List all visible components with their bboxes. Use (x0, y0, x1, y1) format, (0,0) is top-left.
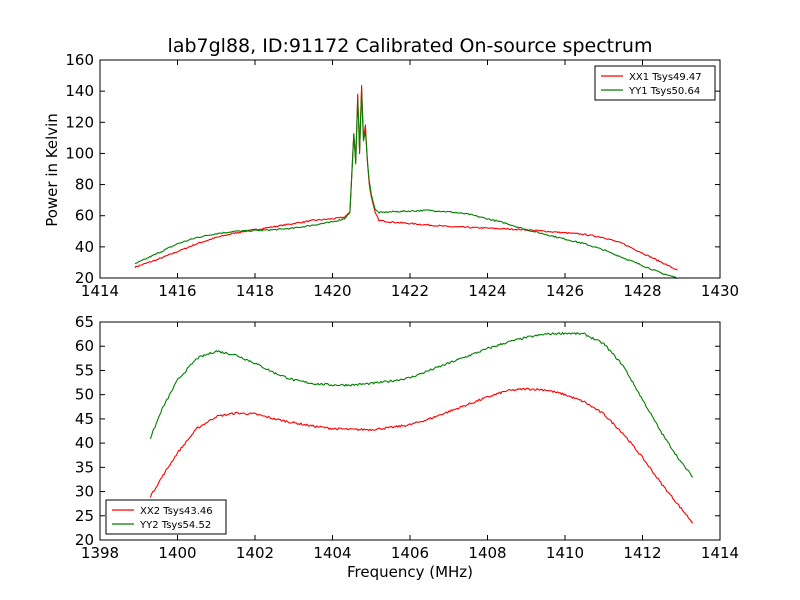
bottom-panel: Frequency (MHz) 1398 1400 1402 1404 1406 1408… (75, 313, 739, 581)
y-tick-label: 20 (75, 531, 94, 549)
y-tick-label: 65 (75, 313, 94, 331)
y-tick-label: 50 (75, 386, 94, 404)
x-tick-label: 1426 (546, 282, 584, 300)
x-tick-label: 1424 (468, 282, 506, 300)
x-tick-label: 1428 (623, 282, 661, 300)
x-tick-label: 1414 (701, 544, 739, 562)
x-tick-label: 1412 (623, 544, 661, 562)
bottom-panel-xlabel: Frequency (MHz) (347, 563, 473, 581)
y-tick-label: 100 (65, 144, 94, 162)
top-panel-ylabel: Power in Kelvin (43, 113, 61, 227)
x-tick-label: 1418 (236, 282, 274, 300)
y-tick-label: 25 (75, 507, 94, 525)
legend-box (594, 65, 716, 101)
y-tick-label: 80 (75, 176, 94, 194)
x-tick-label: 1430 (701, 282, 739, 300)
x-tick-label: 1404 (313, 544, 351, 562)
series-line-xx2 (149, 387, 694, 524)
legend-label: XX1 Tsys49.47 (629, 72, 702, 83)
top-panel: Power in Kelvin 1414 1416 1418 1420 1422 1424… (43, 51, 739, 300)
y-tick-label: 120 (65, 113, 94, 131)
y-tick-label: 40 (75, 434, 94, 452)
legend-label: YY2 Tsys54.52 (139, 520, 211, 531)
series-line-yy2 (149, 331, 694, 478)
legend-box (105, 499, 227, 535)
y-tick-label: 20 (75, 269, 94, 287)
x-tick-label: 1406 (391, 544, 429, 562)
y-tick-label: 140 (65, 82, 94, 100)
x-tick-label: 1402 (236, 544, 274, 562)
x-tick-label: 1416 (158, 282, 196, 300)
x-tick-label: 1400 (158, 544, 196, 562)
series-line-yy1 (134, 90, 678, 279)
x-tick-label: 1420 (313, 282, 351, 300)
x-tick-label: 1410 (546, 544, 584, 562)
y-tick-label: 30 (75, 483, 94, 501)
y-tick-label: 60 (75, 207, 94, 225)
x-tick-label: 1408 (468, 544, 506, 562)
legend: XX2 Tsys43.46 YY2 Tsys54.52 (105, 499, 227, 535)
x-tick-label: 1398 (81, 544, 119, 562)
y-tick-label: 60 (75, 337, 94, 355)
legend-label: XX2 Tsys43.46 (140, 506, 213, 517)
chart-title: lab7gl88, ID:91172 Calibrated On-source … (168, 35, 653, 57)
legend: XX1 Tsys49.47 YY1 Tsys50.64 (594, 65, 716, 101)
legend-label: YY1 Tsys50.64 (628, 86, 700, 97)
series-line-xx1 (134, 85, 678, 271)
x-tick-label: 1422 (391, 282, 429, 300)
y-tick-label: 35 (75, 458, 94, 476)
y-tick-label: 55 (75, 361, 94, 379)
y-tick-label: 160 (65, 51, 94, 69)
y-tick-label: 45 (75, 410, 94, 428)
y-tick-label: 40 (75, 238, 94, 256)
x-tick-label: 1414 (81, 282, 119, 300)
